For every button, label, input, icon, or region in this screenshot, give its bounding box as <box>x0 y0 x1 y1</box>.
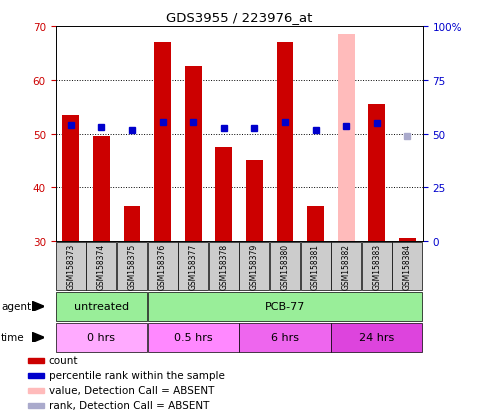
Bar <box>124 206 141 242</box>
Text: GSM158382: GSM158382 <box>341 243 351 290</box>
Bar <box>117 242 147 291</box>
Bar <box>148 242 178 291</box>
Bar <box>185 67 201 242</box>
Polygon shape <box>32 333 44 343</box>
Bar <box>392 242 422 291</box>
Text: 0.5 hrs: 0.5 hrs <box>174 332 213 343</box>
Bar <box>28 373 44 378</box>
Bar <box>270 242 300 291</box>
Polygon shape <box>32 301 44 311</box>
Bar <box>62 115 79 242</box>
Text: time: time <box>1 332 25 343</box>
Bar <box>56 323 147 352</box>
Bar <box>209 242 239 291</box>
Bar <box>240 242 270 291</box>
Bar <box>28 403 44 408</box>
Bar <box>178 242 208 291</box>
Text: 0 hrs: 0 hrs <box>87 332 115 343</box>
Bar <box>93 137 110 242</box>
Text: GSM158376: GSM158376 <box>158 243 167 290</box>
Text: count: count <box>49 356 78 366</box>
Bar <box>148 323 239 352</box>
Bar <box>331 242 361 291</box>
Bar <box>86 242 116 291</box>
Text: GSM158379: GSM158379 <box>250 243 259 290</box>
Text: GSM158374: GSM158374 <box>97 243 106 290</box>
Text: value, Detection Call = ABSENT: value, Detection Call = ABSENT <box>49 386 214 396</box>
Text: GSM158373: GSM158373 <box>66 243 75 290</box>
Bar <box>277 43 293 242</box>
Text: GSM158381: GSM158381 <box>311 243 320 290</box>
Bar <box>148 292 422 321</box>
Text: GSM158383: GSM158383 <box>372 243 381 290</box>
Title: GDS3955 / 223976_at: GDS3955 / 223976_at <box>166 11 313 24</box>
Text: GSM158384: GSM158384 <box>403 243 412 290</box>
Bar <box>56 242 86 291</box>
Bar <box>399 239 416 242</box>
Bar <box>331 323 422 352</box>
Bar <box>338 35 355 242</box>
Bar <box>240 323 330 352</box>
Text: GSM158380: GSM158380 <box>281 243 289 290</box>
Bar <box>215 147 232 242</box>
Text: PCB-77: PCB-77 <box>265 301 305 312</box>
Text: GSM158375: GSM158375 <box>128 243 137 290</box>
Text: rank, Detection Call = ABSENT: rank, Detection Call = ABSENT <box>49 401 209 411</box>
Text: 24 hrs: 24 hrs <box>359 332 394 343</box>
Text: untreated: untreated <box>74 301 129 312</box>
Text: GSM158377: GSM158377 <box>189 243 198 290</box>
Bar <box>369 104 385 242</box>
Bar <box>362 242 392 291</box>
Bar <box>28 388 44 393</box>
Bar <box>246 161 263 242</box>
Bar <box>28 358 44 363</box>
Text: GSM158378: GSM158378 <box>219 243 228 290</box>
Bar <box>154 43 171 242</box>
Bar <box>307 206 324 242</box>
Text: 6 hrs: 6 hrs <box>271 332 299 343</box>
Text: agent: agent <box>1 301 31 312</box>
Bar <box>300 242 330 291</box>
Bar <box>56 292 147 321</box>
Text: percentile rank within the sample: percentile rank within the sample <box>49 370 225 380</box>
